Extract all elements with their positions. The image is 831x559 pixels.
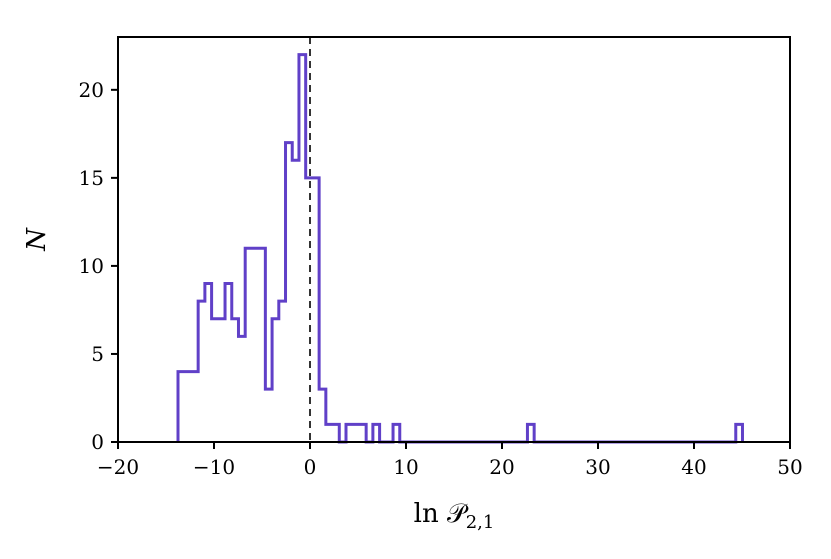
x-tick-label: 30 xyxy=(585,455,610,479)
y-tick-label: 0 xyxy=(91,430,104,454)
x-axis-label-subscript: 2,1 xyxy=(466,512,495,533)
x-tick-label: 0 xyxy=(304,455,317,479)
x-tick-label: 20 xyxy=(489,455,514,479)
x-tick-label: −10 xyxy=(193,455,235,479)
y-tick-label: 10 xyxy=(79,254,104,278)
x-tick-label: 10 xyxy=(393,455,418,479)
plot-area xyxy=(176,37,744,444)
x-tick-label: 50 xyxy=(777,455,802,479)
y-tick-label: 15 xyxy=(79,166,104,190)
axes-frame xyxy=(117,36,791,443)
y-tick-label: 5 xyxy=(91,342,104,366)
x-axis-ticks: −20 −10 0 10 20 30 40 50 xyxy=(97,442,803,479)
x-axis-label-main: ln 𝒫 xyxy=(414,499,469,529)
y-axis-label: N xyxy=(22,227,52,252)
x-tick-label: 40 xyxy=(681,455,706,479)
histogram-step-line xyxy=(176,53,744,444)
y-axis-ticks: 0 5 10 15 20 xyxy=(79,78,118,454)
y-tick-label: 20 xyxy=(79,78,104,102)
x-axis-label: ln 𝒫2,1 xyxy=(414,499,495,533)
x-tick-label: −20 xyxy=(97,455,139,479)
